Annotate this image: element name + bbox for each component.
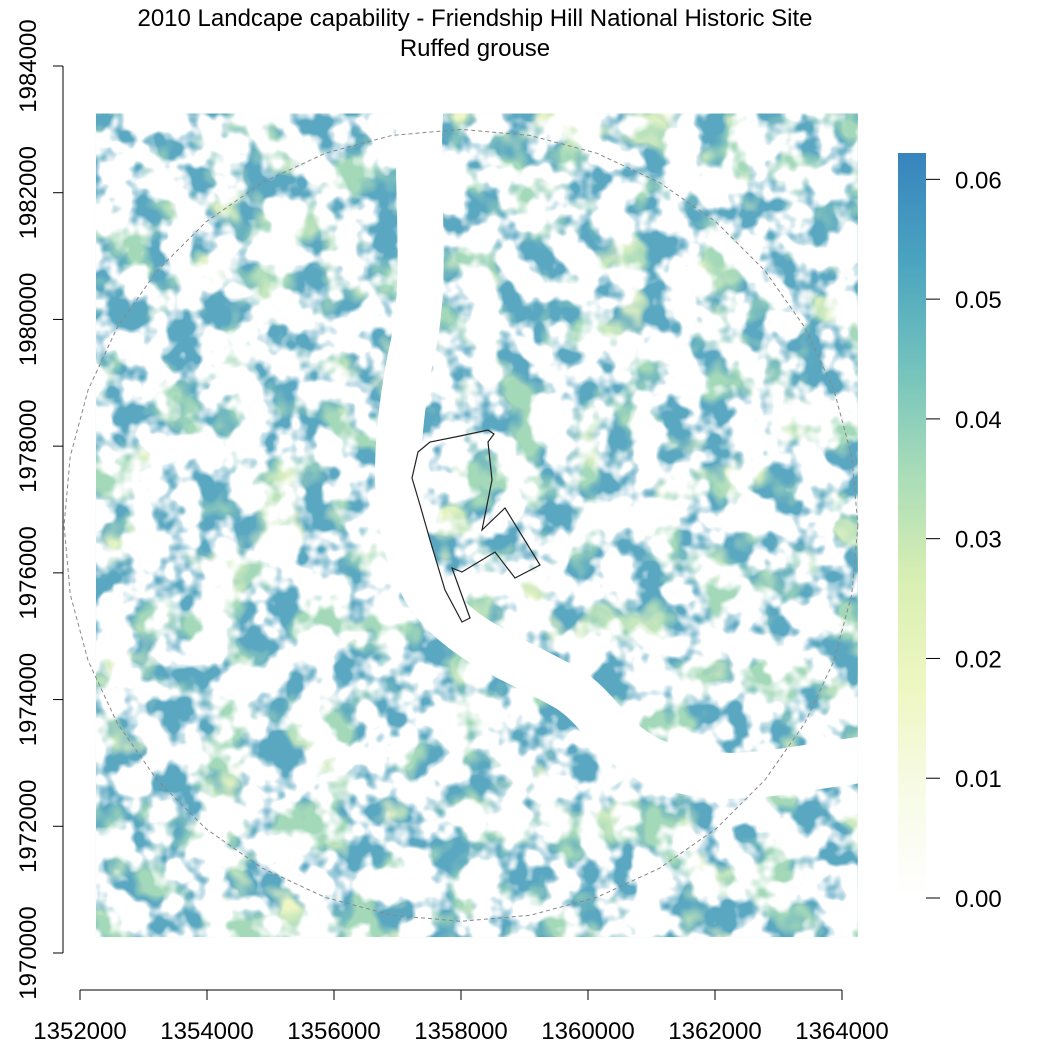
- y-tick-label: 1974000: [15, 653, 42, 746]
- legend-tick-label: 0.05: [955, 287, 1002, 314]
- legend-tick-label: 0.03: [955, 527, 1002, 554]
- color-legend: 0.00 0.01 0.02 0.03 0.04 0.05 0.06: [898, 153, 1002, 913]
- legend-tick-label: 0.04: [955, 407, 1002, 434]
- park-boundary: [411, 429, 541, 623]
- x-axis: 1352000 1354000 1356000 1358000 1360000 13620…: [33, 989, 889, 1045]
- y-tick-label: 1980000: [15, 273, 42, 366]
- x-tick-label: 1358000: [414, 1018, 507, 1045]
- x-tick-label: 1356000: [287, 1018, 380, 1045]
- x-tick-label: 1352000: [33, 1018, 126, 1045]
- legend-tick-label: 0.00: [955, 886, 1002, 913]
- y-tick-label: 1978000: [15, 399, 42, 492]
- y-tick-label: 1982000: [15, 146, 42, 239]
- study-buffer-outline: [63, 128, 859, 922]
- x-tick-label: 1354000: [160, 1018, 253, 1045]
- y-tick-label: 1972000: [15, 780, 42, 873]
- legend-tick-label: 0.02: [955, 646, 1002, 673]
- map-subtitle: Ruffed grouse: [399, 35, 551, 62]
- river-channel: [375, 113, 858, 799]
- y-tick-label: 1984000: [15, 19, 42, 112]
- y-tick-label: 1970000: [15, 906, 42, 999]
- legend-ticks: 0.00 0.01 0.02 0.03 0.04 0.05 0.06: [926, 167, 1002, 913]
- raster-layer-gaps: [95, 113, 858, 938]
- legend-tick-label: 0.01: [955, 766, 1002, 793]
- legend-colorbar: [898, 153, 926, 898]
- y-axis: 1970000 1972000 1974000 1976000 1978000 19800…: [15, 19, 64, 1000]
- x-tick-label: 1362000: [668, 1018, 761, 1045]
- legend-tick-label: 0.06: [955, 167, 1002, 194]
- y-tick-label: 1976000: [15, 526, 42, 619]
- map-title: 2010 Landcape capability - Friendship Hi…: [137, 5, 813, 32]
- x-tick-label: 1360000: [541, 1018, 634, 1045]
- capability-raster: [95, 113, 858, 938]
- x-tick-label: 1364000: [795, 1018, 888, 1045]
